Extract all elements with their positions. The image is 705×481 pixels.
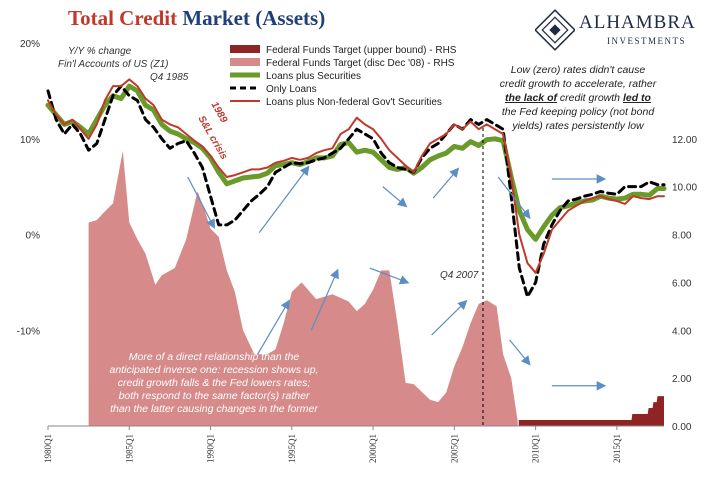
y-right-tick-label: 10.00 — [672, 183, 697, 194]
legend-label: Only Loans — [266, 84, 317, 95]
legend-label: Federal Funds Target (upper bound) - RHS — [266, 45, 457, 56]
right-credit-growth: credit growth — [559, 92, 621, 104]
y-left-tick-label: -10% — [17, 326, 40, 337]
bottom-line-1: More of a direct relationship than the — [128, 351, 300, 363]
title-part2: Market — [182, 6, 250, 30]
legend-swatch — [230, 45, 260, 53]
x-tick-label: 2000Q1 — [368, 434, 378, 463]
arrows-layer — [187, 165, 607, 391]
right-lack-of: the lack of — [505, 92, 557, 104]
y-right-tick-label: 2.00 — [672, 374, 692, 385]
x-tick-label: 1985Q1 — [124, 434, 134, 463]
alhambra-logo: ALHAMBRA INVESTMENTS — [535, 8, 700, 54]
ff-target-area — [88, 150, 518, 426]
y-left-tick-label: 0% — [26, 231, 41, 242]
right-line-1: Low (zero) rates didn't cause — [510, 64, 646, 76]
right-line-4: the Fed keeping policy (not bond — [501, 106, 655, 118]
legend-label: Loans plus Securities — [266, 71, 361, 82]
legend-label: Federal Funds Target (disc Dec '08) - RH… — [266, 58, 455, 69]
y-right-tick-label: 0.00 — [672, 422, 692, 433]
x-tick-label: 2015Q1 — [612, 434, 622, 463]
bottom-line-5: than the latter causing changes in the f… — [110, 403, 318, 415]
right-line-2: credit growth to accelerate, rather — [499, 78, 657, 90]
annotation-arrow — [187, 176, 215, 229]
annotation-arrow — [310, 268, 339, 331]
units-note: Y/Y % change — [68, 46, 132, 57]
ticks-layer: 20% 10% 0% -10% 0.00 2.00 4.00 6.00 8.00 10.00 12.… — [17, 39, 698, 463]
y-right-tick-label: 6.00 — [672, 278, 692, 289]
annotation-arrow — [382, 186, 408, 208]
y-left-tick-label: 10% — [20, 135, 40, 146]
bottom-line-4: both respond to the same factor(s) rathe… — [118, 390, 310, 402]
y-right-tick-label: 12.00 — [672, 135, 697, 146]
x-tick-label: 2005Q1 — [449, 434, 459, 463]
legend: Federal Funds Target (upper bound) - RHS… — [230, 45, 457, 108]
annotation-arrow — [258, 165, 310, 233]
logo-brand: ALHAMBRA — [579, 12, 696, 33]
y-right-tick-label: 8.00 — [672, 231, 692, 242]
x-tick-label: 1990Q1 — [206, 434, 216, 463]
right-line-3: the lack of credit growth led to — [488, 91, 668, 105]
logo-sub: INVESTMENTS — [607, 36, 686, 46]
bottom-line-3: credit growth falls & the Fed lowers rat… — [117, 377, 311, 389]
source-note: Fin'l Accounts of US (Z1) — [58, 59, 169, 70]
loans-nonfed-line — [47, 78, 665, 274]
legend-swatch — [230, 58, 260, 66]
right-annotation: Low (zero) rates didn't cause credit gro… — [488, 63, 668, 133]
chart-title: Total Credit Market (Assets) — [68, 6, 325, 31]
annotation-arrow — [257, 299, 290, 355]
ff-upper-area — [518, 396, 664, 426]
x-tick-label: 2010Q1 — [531, 434, 541, 463]
y-left-tick-label: 20% — [20, 39, 40, 50]
lines-layer — [45, 78, 667, 299]
rhs-area-layer — [88, 150, 664, 426]
annotation-arrow — [509, 339, 531, 366]
y-right-tick-label: 4.00 — [672, 326, 692, 337]
legend-label: Loans plus Non-federal Gov't Securities — [266, 97, 442, 108]
title-part1: Total Credit — [68, 6, 178, 30]
right-led-to: led to — [622, 92, 651, 104]
q4-2007-label: Q4 2007 — [440, 270, 479, 281]
right-line-5: yields) rates persistently low — [512, 120, 644, 132]
annotation-arrow — [369, 267, 410, 285]
bottom-line-2: anticipated inverse one: recession shows… — [109, 364, 319, 376]
x-tick-label: 1980Q1 — [43, 434, 53, 463]
annotation-arrow — [497, 176, 531, 220]
only-loans-line — [46, 84, 666, 299]
title-part3: (Assets) — [255, 6, 326, 30]
annotation-arrow — [432, 167, 460, 199]
annotation-arrow — [431, 299, 468, 336]
logo-icon — [535, 9, 575, 51]
q4-1985-label: Q4 1985 — [150, 72, 189, 83]
bottom-annotation: More of a direct relationship than the a… — [86, 351, 342, 416]
x-tick-label: 1995Q1 — [287, 434, 297, 463]
